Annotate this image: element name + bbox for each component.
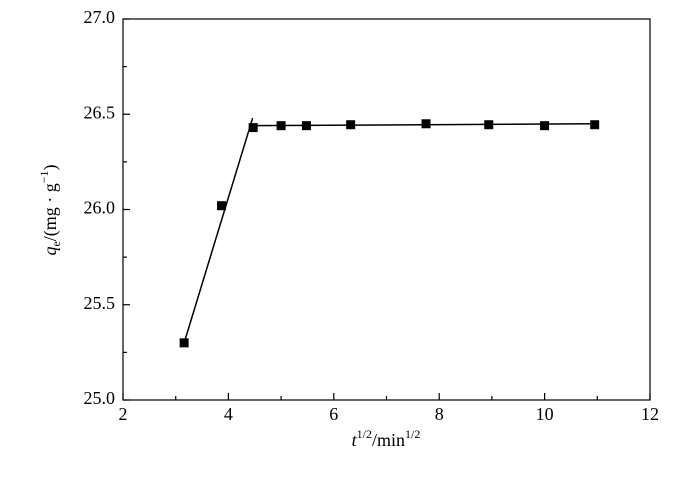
x-tick-label: 12: [641, 404, 659, 424]
y-axis-label: qe/(mg · g−1): [37, 164, 63, 255]
data-point: [590, 120, 600, 130]
data-point: [217, 201, 227, 211]
data-point: [421, 119, 431, 129]
fit-line: [253, 123, 595, 127]
x-tick-label: 8: [435, 404, 444, 424]
ylabel-part: ): [40, 164, 61, 170]
x-tick-label: 10: [536, 404, 554, 424]
y-tick-label: 25.5: [84, 293, 116, 313]
y-tick-label: 25.0: [84, 388, 116, 408]
xlabel-part: 1/2: [357, 427, 372, 441]
data-point: [540, 121, 550, 131]
x-tick-label: 4: [224, 404, 233, 424]
x-axis-label: t1/2/min1/2: [352, 427, 421, 450]
x-tick-label: 6: [329, 404, 338, 424]
plot-frame: [122, 18, 651, 401]
ylabel-part: q: [40, 247, 60, 256]
xlabel-part: /min: [372, 430, 405, 450]
y-tick-label: 26.5: [84, 102, 116, 122]
x-tick-label: 2: [119, 404, 128, 424]
xlabel-part: t: [352, 430, 358, 450]
ylabel-part: /(mg · g: [40, 183, 61, 241]
y-tick-label: 26.0: [84, 198, 116, 218]
xlabel-part: 1/2: [405, 427, 420, 441]
data-point: [248, 123, 258, 133]
y-tick-label: 27.0: [84, 7, 116, 27]
ylabel-part: −1: [37, 170, 51, 183]
fit-line: [183, 117, 254, 344]
ylabel-part: e: [49, 241, 63, 246]
